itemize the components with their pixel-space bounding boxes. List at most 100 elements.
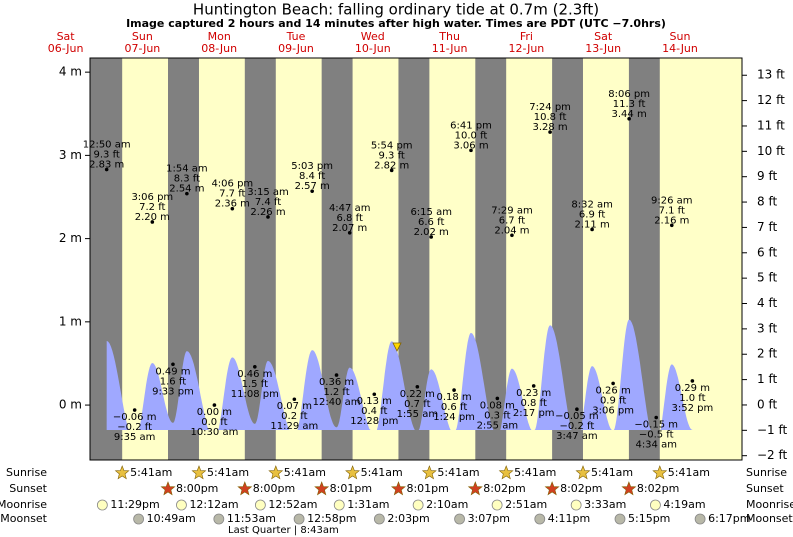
tide-point [266, 215, 270, 219]
tide-point [310, 189, 314, 193]
tide-label: 2.54 m [169, 184, 204, 195]
y2-tick-label: 6 ft [757, 245, 777, 259]
tide-point [292, 397, 297, 402]
sun-icon [114, 465, 130, 480]
date-label: 07-Jun [125, 42, 161, 55]
tide-point [654, 415, 659, 420]
y2-tick-label: 8 ft [757, 195, 777, 209]
moon-icon [213, 513, 225, 525]
sun-icon [544, 481, 560, 496]
moon-icon [491, 499, 503, 511]
day-label: Sat [57, 30, 76, 43]
moonrise-label: 3:33am [584, 498, 626, 511]
tide-label: 2.07 m [332, 223, 367, 234]
tide-label: 11:08 pm [231, 389, 279, 400]
sunset-label: 8:01pm [330, 482, 372, 495]
sunrise-label: 5:41am [361, 466, 403, 479]
date-label: 11-Jun [432, 42, 468, 55]
tide-label: 2.04 m [494, 225, 529, 236]
sunset-label: 8:02pm [483, 482, 525, 495]
tide-label: 6:41 pm [450, 120, 492, 131]
row-label: Sunset [746, 482, 784, 495]
tide-label: 4:06 pm [211, 179, 253, 190]
tide-label: 0.4 ft [361, 406, 387, 417]
tide-label: 4:34 am [635, 440, 677, 451]
tide-label: 1:54 am [166, 164, 208, 175]
moon-icon [96, 499, 108, 511]
tide-point [669, 223, 674, 228]
sun-icon [621, 481, 637, 496]
day-label: Thu [438, 30, 460, 43]
row-label: Sunrise [6, 466, 47, 479]
tide-label: 6.6 ft [418, 217, 444, 228]
tide-label: 1:24 pm [433, 412, 475, 423]
y2-tick-label: 3 ft [757, 321, 777, 335]
tide-label: 5:54 pm [371, 140, 413, 151]
tide-label: 0.8 ft [521, 398, 547, 409]
y-tick-label: 0 m [59, 398, 82, 412]
tide-point [575, 407, 579, 412]
tide-label: 11.3 ft [613, 99, 646, 110]
moonrise-label: 11:29pm [110, 498, 159, 511]
row-label: Moonset [0, 512, 47, 525]
moon-icon [454, 513, 465, 525]
moon-icon [373, 513, 385, 525]
tide-point [611, 381, 615, 386]
tide-label: 1.5 ft [242, 379, 268, 390]
moon-icon [176, 499, 187, 511]
tide-point [104, 167, 109, 172]
moon-icon [614, 513, 626, 525]
tide-label: 0.22 m [400, 389, 435, 400]
moon-icon [694, 513, 706, 525]
tide-label: 2.16 m [654, 215, 689, 226]
moon-phase: Last Quarter | 8:43am [228, 525, 339, 536]
moon-icon [534, 513, 546, 525]
sun-icon [314, 481, 330, 496]
sun-icon [268, 465, 284, 480]
y2-tick-label: −1 ft [757, 423, 788, 437]
tide-label: 1.2 ft [323, 387, 349, 398]
plot-frame [89, 57, 743, 461]
tide-label: −0.2 ft [560, 421, 595, 432]
tide-point [347, 230, 352, 235]
moonset-label: 4:11pm [548, 512, 590, 525]
sunset-label: 8:02pm [560, 482, 602, 495]
tide-label: 8.3 ft [174, 174, 200, 185]
chart-title: Huntington Beach: falling ordinary tide … [193, 1, 599, 19]
tide-point [429, 235, 434, 239]
tide-label: 3.28 m [532, 122, 567, 133]
tide-point [590, 227, 594, 232]
tide-point [690, 379, 695, 383]
sunrise-label: 5:41am [284, 466, 326, 479]
tide-point [548, 130, 552, 134]
date-label: 12-Jun [509, 42, 545, 55]
tide-label: 7.1 ft [659, 205, 685, 216]
y2-tick-label: 0 ft [757, 397, 777, 411]
tide-label: 6.9 ft [579, 209, 605, 220]
moon-icon [412, 499, 424, 511]
sunset-label: 8:00pm [253, 482, 295, 495]
y2-tick-label: 13 ft [757, 68, 785, 82]
tide-label: 12:40 am [313, 397, 361, 408]
tide-label: 9:26 am [651, 195, 693, 206]
tide-point [132, 408, 137, 412]
y2-tick-label: 5 ft [757, 271, 777, 285]
tide-label: 4:47 am [329, 203, 371, 214]
y2-tick-label: −2 ft [757, 448, 788, 462]
tide-label: 2.26 m [250, 207, 285, 218]
tide-label: 3.44 m [612, 109, 647, 120]
moonrise-label: 2:51am [505, 498, 547, 511]
tide-label: 2.82 m [374, 160, 409, 171]
tide-label: 0.23 m [516, 388, 551, 399]
y2-tick-label: 11 ft [757, 118, 785, 132]
moon-icon [333, 499, 345, 511]
tide-label: 2.36 m [215, 199, 250, 210]
day-label: Sat [594, 30, 613, 43]
tide-label: 7.4 ft [255, 197, 281, 208]
tide-label: 7.2 ft [139, 202, 165, 213]
marks: 4 m 3 m 2 m 1 m 0 m 13 ft 12 ft 11 ft 10 ft 9 ft 8… [0, 30, 793, 536]
tide-label: 9:35 am [114, 432, 156, 443]
y-tick-label: 3 m [59, 148, 82, 162]
row-label: Moonset [746, 512, 793, 525]
